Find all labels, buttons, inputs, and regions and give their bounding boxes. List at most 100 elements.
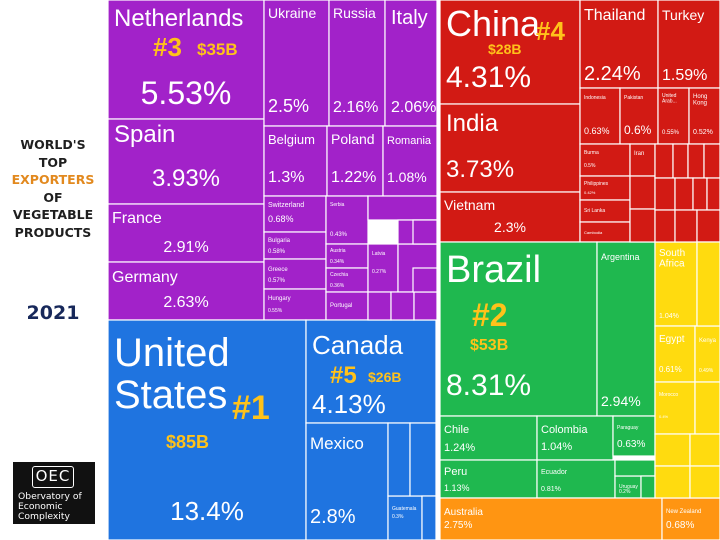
country-label-latvia: Latvia — [372, 251, 386, 257]
chart-title: WORLD'S TOP EXPORTERS OF VEGETABLE PRODU… — [4, 136, 102, 242]
oec-logo-text: Obervatory of Economic Complexity — [18, 492, 94, 522]
tile-minor-country — [689, 433, 720, 467]
tile-minor-country — [689, 465, 720, 499]
country-label-kenya: Kenya — [699, 338, 717, 344]
tile-minor-country — [703, 143, 720, 179]
share-label-thailand: 2.24% — [584, 63, 641, 85]
country-label-ecuador: Ecuador — [541, 469, 568, 476]
share-label-paraguay: 0.63% — [617, 439, 645, 450]
share-label-south-africa: 1.04% — [659, 313, 679, 320]
tile-minor-country — [629, 175, 656, 210]
share-label-poland: 1.22% — [331, 169, 376, 186]
tile-czechia — [325, 267, 369, 293]
tile-minor-country — [629, 208, 656, 243]
tile-ukraine — [263, 0, 330, 127]
country-label-united-arab-emirates: United — [662, 93, 677, 99]
share-label-latvia: 0.27% — [372, 269, 387, 275]
tile-latvia — [367, 243, 399, 293]
country-label-hungary: Hungary — [268, 296, 291, 302]
country-label-iran: Iran — [634, 151, 644, 157]
tile-romania — [382, 125, 438, 197]
share-label-china: 4.31% — [446, 61, 531, 94]
country-label-vietnam: Vietnam — [444, 197, 495, 213]
tile-minor-country — [674, 177, 694, 211]
share-label-ecuador: 0.81% — [541, 486, 561, 493]
tile-minor-country — [687, 143, 705, 179]
rank-label-china: #4 — [536, 16, 565, 46]
tile-mexico — [305, 422, 389, 540]
country-label-sri-lanka: Sri Lanka — [584, 208, 605, 214]
country-label-cambodia: Cambodia — [584, 230, 603, 235]
country-label-morocco: Morocco — [659, 392, 678, 398]
tile-minor-country — [654, 177, 676, 211]
share-label-new-zealand: 0.68% — [666, 520, 694, 531]
tile-thailand — [579, 0, 659, 89]
tile-china — [439, 0, 581, 105]
title-line: OF — [43, 189, 63, 205]
country-label-china: China — [446, 3, 541, 44]
value-label-china: $28B — [488, 41, 521, 57]
tile-minor-country — [654, 209, 676, 243]
share-label-morocco: 0.4% — [659, 414, 669, 419]
share-label-netherlands: 5.53% — [141, 75, 232, 111]
share-label-ukraine: 2.5% — [268, 96, 309, 116]
share-label-vietnam: 2.3% — [494, 219, 526, 235]
country-label-czechia: Czechia — [330, 272, 348, 278]
tile-ecuador — [536, 459, 616, 499]
country-label-india: India — [446, 110, 499, 137]
country-label-belgium: Belgium — [268, 132, 315, 147]
share-label-romania: 1.08% — [387, 169, 427, 185]
share-label-mexico: 2.8% — [310, 506, 356, 528]
share-label-united-states: 13.4% — [170, 496, 244, 526]
country-label-canada: Canada — [312, 330, 404, 360]
share-label-india: 3.73% — [446, 156, 514, 183]
value-label-netherlands: $35B — [197, 40, 238, 59]
tile-minor-country — [367, 291, 392, 321]
tile-minor-country — [412, 219, 438, 245]
country-label-spain: Spain — [114, 121, 175, 148]
rank-label-netherlands: #3 — [153, 32, 182, 62]
tile-hungary — [263, 288, 327, 321]
share-label-serbia: 0.43% — [330, 232, 348, 238]
tile-spain — [107, 118, 265, 205]
share-label-hong-kong: 0.52% — [693, 129, 713, 136]
tile-philippines — [579, 175, 631, 201]
tile-united-arab-emirates — [657, 87, 690, 145]
value-label-brazil: $53B — [470, 337, 508, 354]
tile-minor-country — [706, 177, 720, 211]
share-label-hungary: 0.55% — [268, 308, 283, 314]
country-label-south-africa: South — [659, 248, 685, 259]
share-label-italy: 2.06% — [391, 99, 436, 116]
logo-line: Obervatory of — [18, 491, 82, 502]
tile-south-africa — [654, 241, 698, 327]
tile-pakistan — [619, 87, 659, 145]
country-label-mexico: Mexico — [310, 434, 364, 453]
tile-minor-country — [367, 195, 438, 221]
tile-morocco — [654, 381, 696, 435]
country-label-egypt: Egypt — [659, 334, 685, 345]
tile-united-states — [107, 319, 307, 540]
tile-paraguay — [612, 415, 656, 457]
share-label-turkey: 1.59% — [662, 67, 707, 84]
tile-austria — [325, 243, 369, 269]
tile-argentina — [596, 241, 656, 417]
country-label-chile: Chile — [444, 424, 469, 436]
logo-line: Complexity — [18, 511, 70, 522]
oec-logo: OEC Obervatory of Economic Complexity — [13, 462, 95, 524]
tile-switzerland — [263, 195, 327, 233]
value-label-canada: $26B — [368, 369, 401, 385]
share-label-germany: 2.63% — [163, 294, 208, 311]
country-label-new-zealand: New Zealand — [666, 509, 701, 515]
share-label-brazil: 8.31% — [446, 369, 531, 402]
side-panel: WORLD'S TOP EXPORTERS OF VEGETABLE PRODU… — [0, 0, 106, 540]
tile-netherlands — [107, 0, 265, 120]
country-label-serbia: Serbia — [330, 202, 345, 208]
tile-minor-country — [413, 291, 438, 321]
share-label-philippines: 0.42% — [584, 190, 596, 195]
share-label-burma: 0.5% — [584, 163, 596, 169]
share-label-peru: 1.13% — [444, 483, 470, 493]
share-label-canada: 4.13% — [312, 389, 386, 419]
country-label-colombia: Colombia — [541, 424, 588, 436]
country-label-united-states: United — [114, 331, 230, 375]
